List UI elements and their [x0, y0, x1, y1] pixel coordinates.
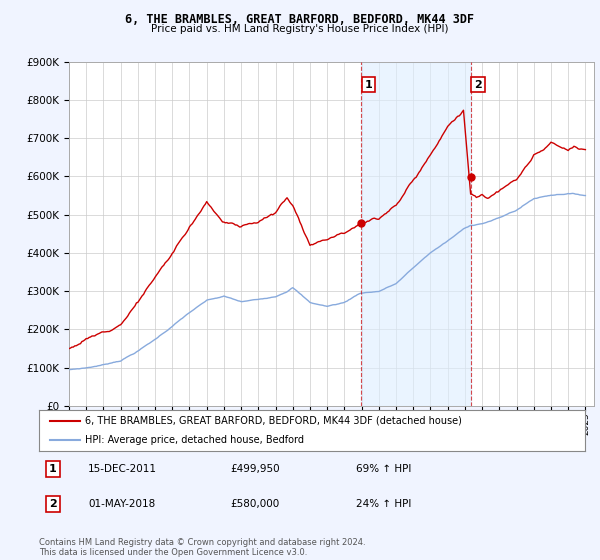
- Bar: [361, 62, 470, 406]
- Text: 2: 2: [474, 80, 482, 90]
- Text: Contains HM Land Registry data © Crown copyright and database right 2024.
This d: Contains HM Land Registry data © Crown c…: [39, 538, 365, 557]
- Text: £499,950: £499,950: [230, 464, 280, 474]
- Text: HPI: Average price, detached house, Bedford: HPI: Average price, detached house, Bedf…: [85, 435, 304, 445]
- Text: 24% ↑ HPI: 24% ↑ HPI: [356, 499, 411, 509]
- Text: 1: 1: [364, 80, 372, 90]
- Text: 6, THE BRAMBLES, GREAT BARFORD, BEDFORD, MK44 3DF (detached house): 6, THE BRAMBLES, GREAT BARFORD, BEDFORD,…: [85, 416, 462, 426]
- Text: 69% ↑ HPI: 69% ↑ HPI: [356, 464, 411, 474]
- Text: 1: 1: [49, 464, 56, 474]
- Text: Price paid vs. HM Land Registry's House Price Index (HPI): Price paid vs. HM Land Registry's House …: [151, 24, 449, 34]
- Text: 2: 2: [49, 499, 56, 509]
- Text: £580,000: £580,000: [230, 499, 280, 509]
- Text: 6, THE BRAMBLES, GREAT BARFORD, BEDFORD, MK44 3DF: 6, THE BRAMBLES, GREAT BARFORD, BEDFORD,…: [125, 13, 475, 26]
- Text: 15-DEC-2011: 15-DEC-2011: [88, 464, 157, 474]
- Text: 01-MAY-2018: 01-MAY-2018: [88, 499, 155, 509]
